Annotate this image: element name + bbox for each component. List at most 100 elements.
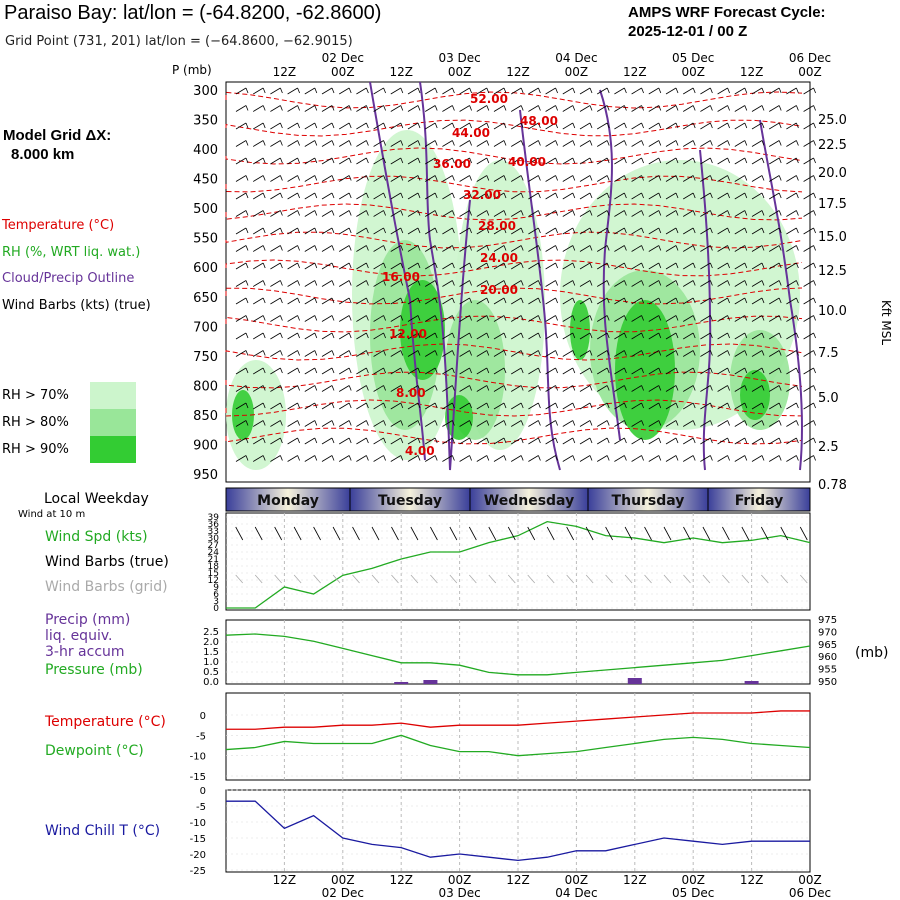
wind-barb — [235, 332, 247, 340]
wind-barb — [321, 385, 333, 392]
wind-barb-grid — [741, 574, 750, 584]
wind-barb — [614, 210, 625, 217]
wind-barb-flag — [572, 367, 576, 374]
wind-barb — [459, 105, 470, 112]
wind-barb-flag — [658, 455, 662, 461]
rh-region — [615, 300, 675, 440]
wind-barb-flag — [503, 227, 507, 234]
wind-barb — [356, 385, 367, 392]
wind-barb — [235, 402, 247, 410]
wind-barb-flag — [434, 105, 438, 111]
wind-barb-flag — [692, 192, 696, 199]
wind-barb-flag — [348, 245, 352, 251]
wind-barb — [270, 262, 281, 270]
temp-tick-label: 0 — [200, 711, 206, 722]
wind-barb — [717, 105, 728, 112]
wind-barb-flag — [452, 192, 455, 199]
wind-barb-flag — [348, 87, 352, 94]
wind-barb — [287, 210, 298, 217]
dewpoint-line — [225, 734, 811, 757]
wind-barb — [510, 175, 522, 182]
wind-barb — [356, 192, 367, 200]
wind-barb — [596, 262, 608, 270]
wind-barb-flag — [675, 315, 679, 321]
wind-barb-flag — [520, 385, 524, 391]
wind-barb — [596, 297, 608, 305]
wind-barb — [407, 192, 419, 200]
wind-barb-flag — [727, 175, 730, 181]
wind-barb-flag — [503, 122, 507, 129]
wind-barb-flag — [434, 420, 438, 426]
wind-barb-flag — [572, 262, 576, 269]
wind-barb-flag — [400, 367, 404, 374]
date-label-top: 05 Dec — [672, 51, 714, 65]
wind-barb-flag — [400, 315, 404, 321]
wind-barb-flag — [383, 87, 386, 94]
pressure-tick-label: 960 — [818, 652, 837, 663]
time-tick-bottom: 12Z — [389, 873, 413, 887]
wind-barb — [579, 280, 591, 287]
wind-barb-flag — [417, 262, 421, 269]
wind-barb — [751, 262, 763, 270]
wind-barb — [700, 332, 711, 340]
wind-barb-flag — [366, 315, 369, 321]
wind-barb-flag — [641, 227, 644, 234]
wind-barb — [579, 402, 591, 410]
wind-barb — [803, 402, 814, 410]
wind-barb — [270, 227, 281, 235]
wind-barb — [803, 227, 814, 235]
wind-barb — [768, 122, 780, 130]
wind-barb — [459, 122, 470, 130]
wind-barb — [528, 157, 539, 165]
wind-barb-flag — [297, 455, 300, 461]
wind-barb — [493, 245, 505, 252]
wind-barb — [338, 385, 350, 392]
wind-barb — [442, 455, 453, 462]
wind-barb-flag — [434, 455, 438, 461]
wind-barb — [717, 297, 728, 305]
wind-barb — [596, 437, 608, 445]
wind-barb-flag — [692, 157, 696, 164]
wind-barb-flag — [262, 420, 266, 426]
wind-barb — [717, 350, 728, 357]
wind-barb-flag — [744, 105, 748, 111]
wind-barb-flag — [486, 297, 490, 304]
temperature-contour — [225, 231, 803, 249]
pressure-tick-label: 975 — [818, 615, 837, 626]
wind-barb — [682, 437, 694, 445]
wind-barb-flag — [744, 367, 748, 374]
wind-barb-flag — [331, 385, 335, 391]
wind-barb — [407, 157, 419, 165]
pressure-tick-label: 300 — [193, 84, 218, 99]
wind-barb-flag — [813, 332, 816, 339]
wind-barb — [700, 420, 711, 427]
wind-barb — [321, 227, 333, 235]
wind-barb-flag — [606, 280, 610, 286]
wind-tick-label: 27 — [208, 541, 219, 551]
wind-barb — [476, 297, 488, 305]
wind-barb-flag — [658, 437, 662, 444]
wind-barb-flag — [572, 402, 576, 409]
wind-barb-flag — [727, 192, 730, 199]
wind-barb-flag — [624, 385, 627, 391]
wind-barb-flag — [452, 315, 455, 321]
wind-barb — [442, 122, 453, 130]
wind-barb — [579, 122, 591, 130]
wind-barb — [235, 192, 247, 200]
wind-barb-flag — [658, 192, 662, 199]
temperature-contour-label: 32.00 — [463, 188, 501, 202]
wind-barb-flag — [297, 105, 300, 111]
wind-barb-flag — [727, 437, 730, 444]
wind-barb — [786, 105, 797, 112]
wind-barb-flag — [624, 122, 627, 129]
wind-barb — [304, 350, 316, 357]
wind-barb — [682, 157, 694, 165]
wind-barb-flag — [400, 157, 404, 164]
wind-barb-flag — [383, 437, 386, 444]
wind-barb — [768, 385, 780, 392]
wind-barb — [562, 87, 574, 95]
wind-barb — [700, 367, 711, 375]
wind-barb — [545, 350, 556, 357]
wind-barb — [459, 175, 470, 182]
wind-barb — [717, 437, 728, 445]
